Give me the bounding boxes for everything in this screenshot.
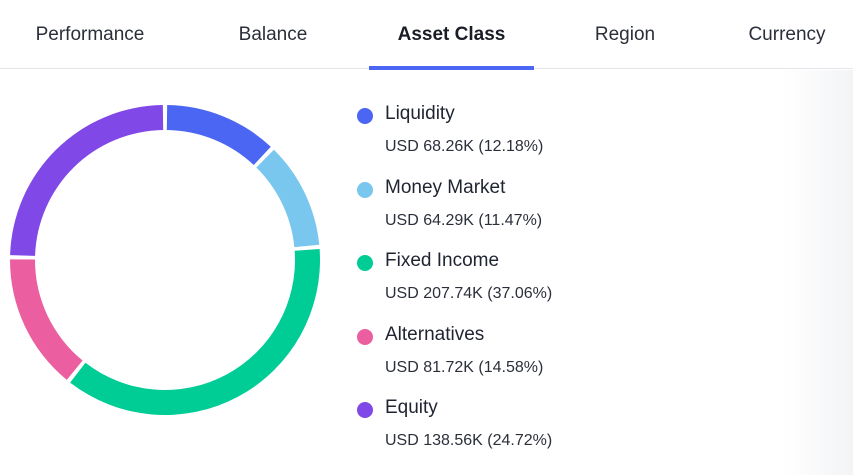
legend-label: Money Market bbox=[385, 176, 506, 198]
legend-item-money-market[interactable]: Money Market USD 64.29K (11.47%) bbox=[357, 177, 777, 251]
legend-item-liquidity[interactable]: Liquidity USD 68.26K (12.18%) bbox=[357, 103, 777, 177]
donut-slice-alternatives[interactable] bbox=[10, 259, 83, 380]
legend-value: USD 64.29K (11.47%) bbox=[385, 211, 543, 229]
tab-currency[interactable]: Currency bbox=[748, 23, 826, 45]
tab-performance[interactable]: Performance bbox=[35, 23, 145, 45]
legend-value: USD 68.26K (12.18%) bbox=[385, 138, 544, 155]
legend-value: USD 81.72K (14.58%) bbox=[385, 358, 544, 376]
legend-dot bbox=[357, 328, 373, 345]
tab-asset-class[interactable]: Asset Class bbox=[369, 0, 534, 70]
legend-item-fixed-income[interactable]: Fixed Income USD 207.74K (37.06%) bbox=[357, 250, 777, 324]
legend-label: Alternatives bbox=[385, 323, 485, 345]
donut-segments bbox=[10, 105, 320, 415]
legend-label: Equity bbox=[385, 397, 438, 418]
legend-dot bbox=[357, 181, 373, 198]
chart-legend: Liquidity USD 68.26K (12.18%) Money Mark… bbox=[357, 103, 777, 471]
legend-dot bbox=[357, 402, 373, 418]
legend-label: Liquidity bbox=[385, 103, 455, 124]
donut-slice-money-market[interactable] bbox=[256, 149, 320, 248]
tab-bar: Performance Balance Asset Class Region C… bbox=[0, 0, 853, 70]
scroll-fade-overlay bbox=[783, 70, 853, 475]
asset-class-donut-chart bbox=[10, 105, 320, 415]
legend-label: Fixed Income bbox=[385, 250, 500, 271]
donut-slice-fixed-income[interactable] bbox=[70, 249, 320, 415]
tab-balance[interactable]: Balance bbox=[238, 23, 308, 45]
legend-item-equity[interactable]: Equity USD 138.56K (24.72%) bbox=[357, 397, 777, 471]
legend-item-alternatives[interactable]: Alternatives USD 81.72K (14.58%) bbox=[357, 324, 777, 398]
donut-slice-equity[interactable] bbox=[10, 105, 164, 256]
tab-region[interactable]: Region bbox=[594, 23, 656, 45]
legend-value: USD 138.56K (24.72%) bbox=[385, 432, 553, 449]
legend-value: USD 207.74K (37.06%) bbox=[385, 285, 553, 302]
legend-dot bbox=[357, 108, 373, 124]
donut-slice-liquidity[interactable] bbox=[166, 105, 271, 165]
legend-dot bbox=[357, 255, 373, 271]
